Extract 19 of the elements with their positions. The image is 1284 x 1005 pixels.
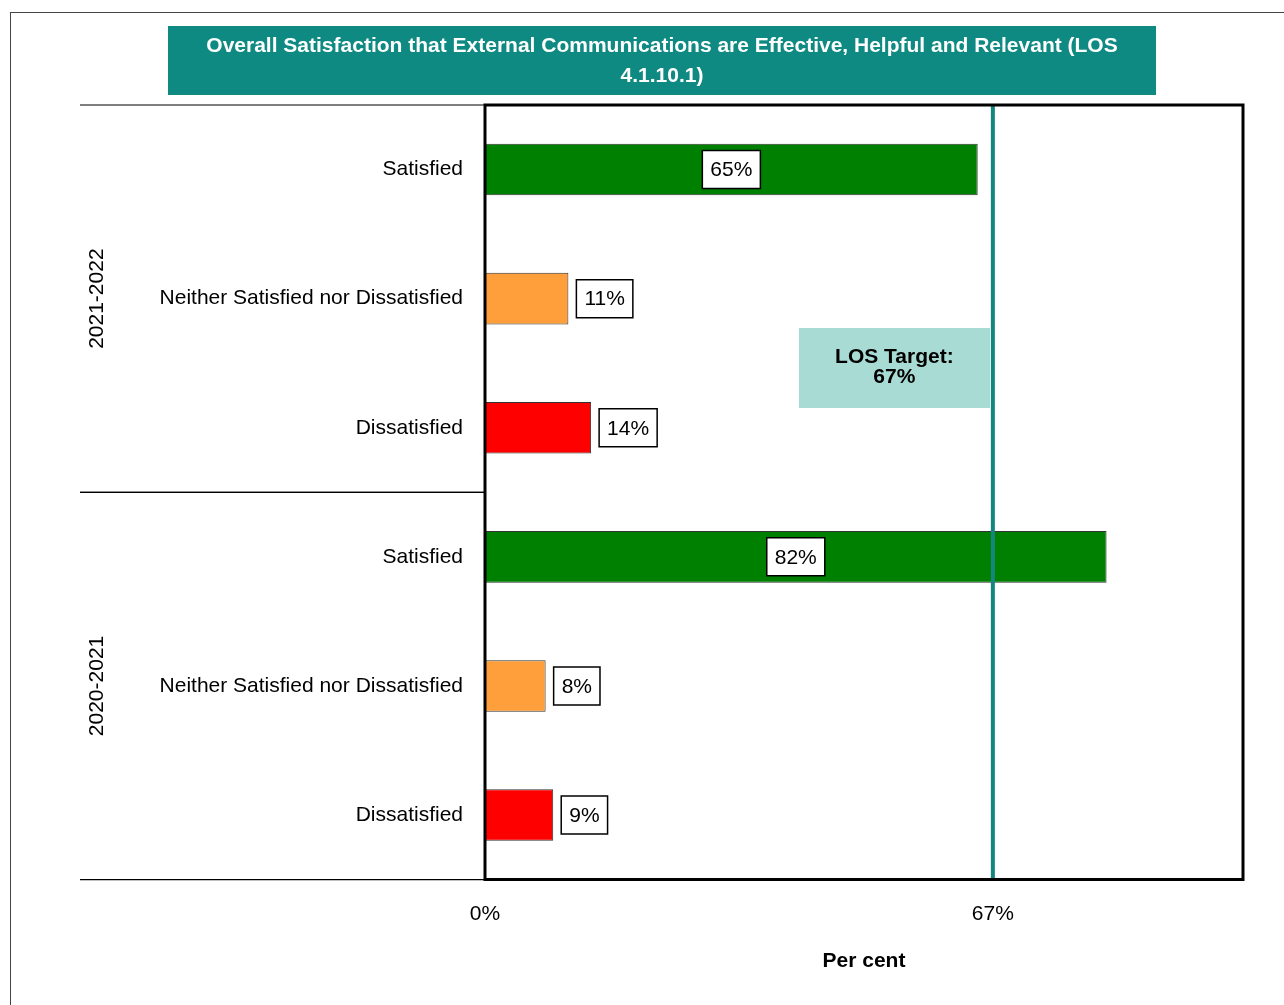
x-tick-label: 0% bbox=[469, 901, 501, 924]
y-tick-label: Dissatisfied bbox=[355, 801, 463, 825]
data-label: 9% bbox=[569, 802, 600, 826]
chart-title: Overall Satisfaction that External Communications are Effective, Helpful and Relevant (LOS 4.1.10.1) bbox=[168, 26, 1156, 95]
data-label: 8% bbox=[561, 673, 592, 697]
data-label: 11% bbox=[584, 286, 625, 310]
y-tick-label: Satisfied bbox=[382, 543, 463, 567]
x-tick-label: 67% bbox=[971, 901, 1014, 924]
y-tick-label: Neither Satisfied nor Dissatisfied bbox=[159, 285, 463, 309]
ref-line-label: LOS Target: 67% bbox=[835, 343, 954, 387]
text: 2021-2022 bbox=[83, 248, 107, 349]
y-tick-label: Dissatisfied bbox=[355, 414, 463, 438]
y-tick-label: Neither Satisfied nor Dissatisfied bbox=[159, 672, 463, 696]
y-tick-label: Satisfied bbox=[382, 156, 463, 180]
text: 2020-2021 bbox=[83, 635, 107, 737]
x-axis-title: Per cent bbox=[822, 948, 906, 972]
data-label: 82% bbox=[774, 544, 817, 568]
data-label: 14% bbox=[607, 415, 650, 439]
data-label: 65% bbox=[710, 157, 753, 181]
